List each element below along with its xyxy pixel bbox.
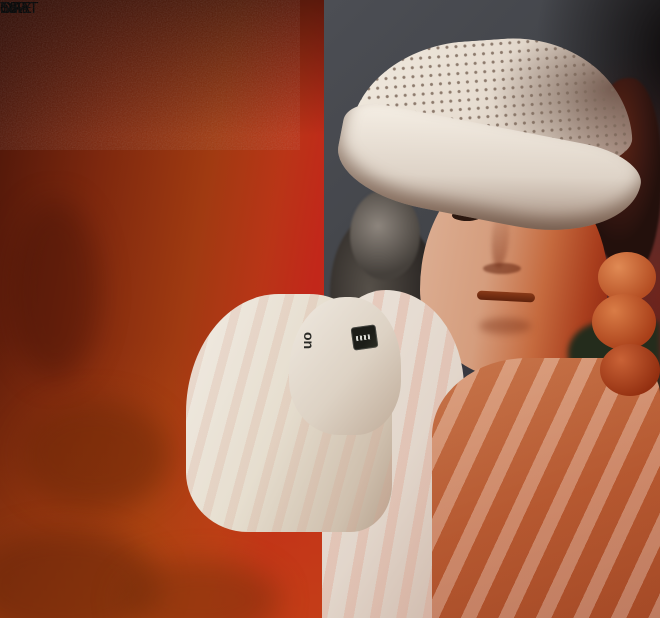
fist-knuckle [592, 294, 656, 350]
crowd-blur-blob [120, 560, 280, 618]
sleeve-sponsor-patch [350, 324, 379, 351]
fist-knuckle [600, 344, 660, 396]
crowd-blur-blob [10, 200, 100, 380]
player-closeup-chin-shadow [479, 318, 531, 334]
film-grain-overlay [0, 0, 300, 150]
fist-knuckle [598, 252, 656, 302]
chest-brand-logo: on [301, 332, 317, 350]
player-closeup-body [432, 358, 660, 618]
player-closeup-nostrils [483, 263, 521, 274]
crowd-blur-blob [20, 400, 170, 510]
player-fullshot-sleeve [289, 297, 401, 435]
clenched-fist [592, 252, 660, 397]
